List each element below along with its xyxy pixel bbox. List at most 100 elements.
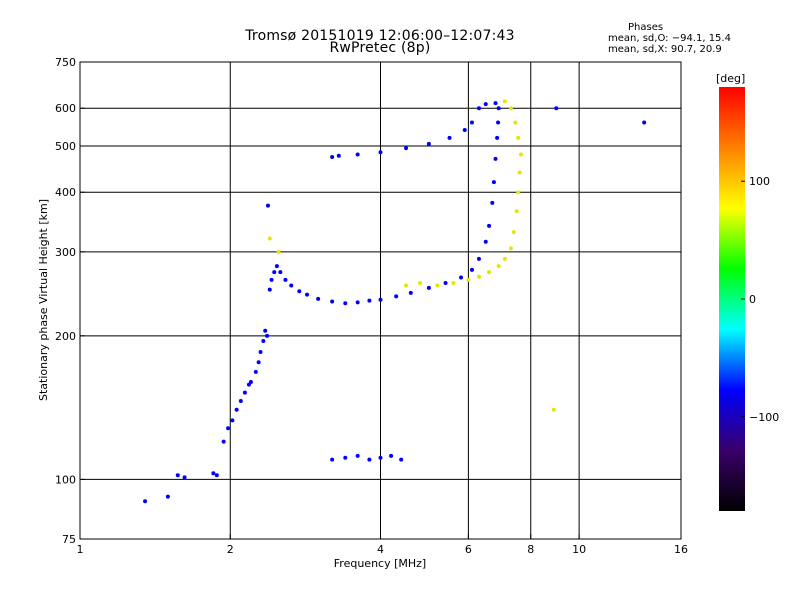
x-tick-label: 4 [377, 543, 384, 556]
data-point [242, 390, 247, 395]
data-point [426, 141, 431, 146]
y-tick-label: 200 [55, 330, 76, 343]
data-point [487, 223, 492, 228]
data-point [502, 99, 507, 104]
data-point [267, 236, 272, 241]
data-point [238, 399, 243, 404]
data-point [493, 101, 498, 106]
data-point [551, 407, 556, 412]
grid-lines [80, 62, 681, 539]
data-point [435, 283, 440, 288]
data-point [248, 380, 253, 385]
colorbar-tick-label: −100 [749, 411, 779, 424]
data-point [272, 270, 277, 275]
data-point [443, 281, 448, 286]
x-tick-label: 10 [572, 543, 586, 556]
y-tick-label: 100 [55, 473, 76, 486]
data-point [483, 102, 488, 107]
data-point [265, 203, 270, 208]
axes: 1 2 4 6 8 10 16 75 100 200 300 400 500 600 750 [55, 56, 688, 556]
data-point [226, 426, 231, 431]
data-point [258, 349, 263, 354]
data-point [394, 294, 399, 299]
data-point [256, 360, 261, 365]
data-point [165, 494, 170, 499]
data-point [511, 230, 516, 235]
data-point [175, 473, 180, 478]
data-point [519, 152, 524, 157]
data-point [399, 457, 404, 462]
data-point [514, 209, 519, 214]
phase-o-stats: mean, sd,O: −94.1, 15.4 [608, 33, 731, 44]
colorbar-label: [deg] [716, 72, 745, 85]
data-point [343, 455, 348, 460]
phase-x-stats: mean, sd,X: 90.7, 20.9 [608, 44, 722, 55]
data-point [451, 281, 456, 286]
data-point [495, 135, 500, 140]
x-tick-label: 6 [465, 543, 472, 556]
data-point [221, 439, 226, 444]
data-point [418, 281, 423, 286]
data-point [447, 135, 452, 140]
x-tick-label: 2 [227, 543, 234, 556]
data-point [493, 156, 498, 161]
data-point [269, 277, 274, 282]
x-axis-label: Frequency [MHz] [334, 557, 426, 570]
data-point [469, 120, 474, 125]
colorbar-fill [719, 87, 745, 511]
data-point [355, 300, 360, 305]
data-point [305, 292, 310, 297]
y-tick-label: 750 [55, 56, 76, 69]
data-point [378, 150, 383, 155]
data-point [253, 369, 258, 374]
data-point [517, 170, 522, 175]
data-point [330, 155, 335, 160]
data-point [378, 455, 383, 460]
y-tick-label: 400 [55, 186, 76, 199]
data-point [276, 249, 281, 254]
data-point [265, 333, 270, 338]
data-point [496, 106, 501, 111]
y-tick-label: 600 [55, 102, 76, 115]
data-point [278, 270, 283, 275]
data-point [508, 106, 513, 111]
colorbar: [deg] 100 0 −100 [716, 72, 779, 511]
y-tick-label: 75 [62, 533, 76, 546]
y-tick-label: 500 [55, 140, 76, 153]
data-point [513, 120, 518, 125]
data-point [490, 200, 495, 205]
data-point [508, 246, 513, 251]
data-point [408, 290, 413, 295]
data-point [343, 301, 348, 306]
data-point [230, 418, 235, 423]
y-tick-label: 300 [55, 246, 76, 259]
data-point [426, 285, 431, 290]
data-point [496, 120, 501, 125]
data-point [367, 298, 372, 303]
data-point [274, 264, 279, 269]
x-tick-label: 1 [77, 543, 84, 556]
colorbar-tick-label: 100 [749, 175, 770, 188]
data-point [487, 270, 492, 275]
data-point [476, 274, 481, 279]
data-point [283, 277, 288, 282]
data-point [316, 296, 321, 301]
colorbar-tick-label: 0 [749, 293, 756, 306]
data-point [483, 239, 488, 244]
data-point [330, 299, 335, 304]
data-point [554, 106, 559, 111]
data-point [516, 135, 521, 140]
data-point [367, 457, 372, 462]
data-point [234, 407, 239, 412]
data-point [469, 267, 474, 272]
data-point [214, 473, 219, 478]
data-point [404, 283, 409, 288]
phase-heading: Phases [628, 22, 664, 33]
data-point [462, 128, 467, 133]
data-points [143, 99, 647, 504]
x-tick-label: 8 [527, 543, 534, 556]
y-axis-label: Stationary phase Virtual Height [km] [37, 199, 50, 401]
data-point [516, 190, 521, 195]
data-point [378, 297, 383, 302]
